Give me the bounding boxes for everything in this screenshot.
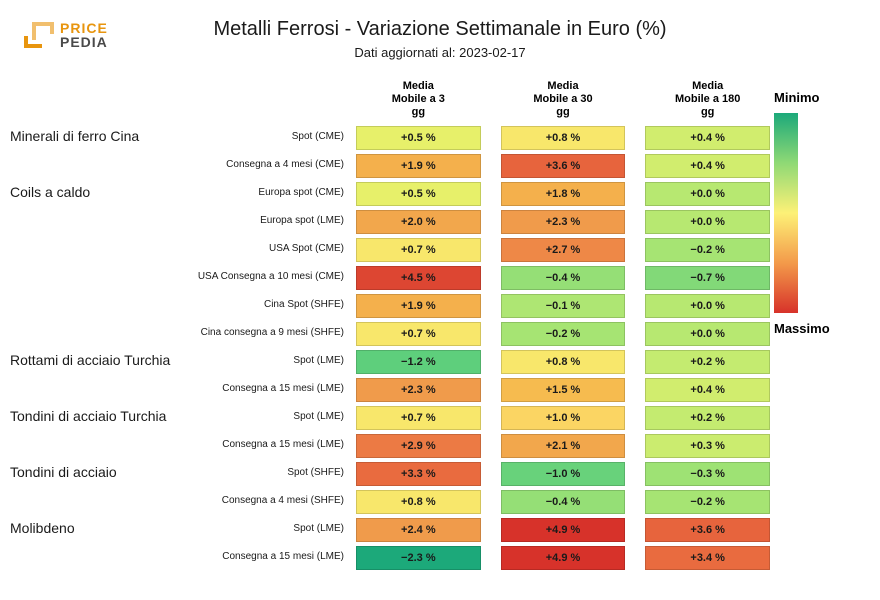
data-column: MediaMobile a 3gg +0.5 % +1.9 % +0.5 % +2.0 … [356,80,481,590]
heatmap-cell: −0.2 % [645,238,770,262]
heatmap-cell: −0.4 % [501,266,626,290]
heatmap-cell: +0.7 % [356,322,481,346]
subcategory-label: Spot (SHFE) [190,458,350,486]
heatmap-cell: +0.3 % [645,434,770,458]
heatmap-cell: +1.9 % [356,294,481,318]
heatmap-cell: +1.5 % [501,378,626,402]
heatmap-cell: +1.9 % [356,154,481,178]
logo-text-price: PRICE [60,21,108,35]
heatmap-cell: +0.5 % [356,126,481,150]
subcategory-label: Cina Spot (SHFE) [190,290,350,318]
subcategory-label: Spot (CME) [190,122,350,150]
category-label: Molibdeno [10,514,190,542]
heatmap-cell: +0.7 % [356,406,481,430]
heatmap-cell: +2.0 % [356,210,481,234]
heatmap-cell: +3.6 % [501,154,626,178]
column-header: MediaMobile a 30gg [501,80,626,122]
page-title: Metalli Ferrosi - Variazione Settimanale… [0,18,880,41]
heatmap-cell: −0.1 % [501,294,626,318]
heatmap-table: Minerali di ferro Cina Coils a caldo Rotta… [10,80,770,590]
heatmap-cell: +4.5 % [356,266,481,290]
color-legend: Minimo Massimo [774,90,864,336]
data-columns: MediaMobile a 3gg +0.5 % +1.9 % +0.5 % +2.0 … [350,80,770,590]
data-column: MediaMobile a 30gg +0.8 % +3.6 % +1.8 % +2.3… [501,80,626,590]
subcategory-label: Europa spot (LME) [190,206,350,234]
subcategory-label: Consegna a 4 mesi (SHFE) [190,486,350,514]
heatmap-cell: +3.3 % [356,462,481,486]
heatmap-cell: +0.4 % [645,154,770,178]
category-label: Minerali di ferro Cina [10,122,190,150]
heatmap-cell: +4.9 % [501,518,626,542]
subcategory-label: Consegna a 15 mesi (LME) [190,374,350,402]
heatmap-cell: +0.2 % [645,350,770,374]
heatmap-cell: +2.1 % [501,434,626,458]
subcategory-label: Consegna a 4 mesi (CME) [190,150,350,178]
heatmap-cell: +1.0 % [501,406,626,430]
heatmap-cell: +4.9 % [501,546,626,570]
heatmap-cell: +2.3 % [356,378,481,402]
heatmap-cell: +2.9 % [356,434,481,458]
heatmap-cell: −0.2 % [501,322,626,346]
column-header: MediaMobile a 180gg [645,80,770,122]
heatmap-cell: +0.4 % [645,126,770,150]
column-header: MediaMobile a 3gg [356,80,481,122]
heatmap-cell: +0.4 % [645,378,770,402]
heatmap-cell: +0.0 % [645,182,770,206]
data-column: MediaMobile a 180gg +0.4 % +0.4 % +0.0 % +0.… [645,80,770,590]
heatmap-cell: +2.3 % [501,210,626,234]
page-subtitle: Dati aggiornati al: 2023-02-17 [0,45,880,60]
heatmap-cell: +0.8 % [356,490,481,514]
category-label: Tondini di acciaio [10,458,190,486]
heatmap-cell: +0.2 % [645,406,770,430]
subcategory-label: Consegna a 15 mesi (LME) [190,542,350,570]
heatmap-cell: +3.6 % [645,518,770,542]
logo: PRICE PEDIA [20,18,108,52]
heatmap-cell: −2.3 % [356,546,481,570]
heatmap-cell: −1.2 % [356,350,481,374]
legend-gradient [774,113,798,313]
subcategory-label: Europa spot (CME) [190,178,350,206]
heatmap-cell: +2.7 % [501,238,626,262]
heatmap-cell: +0.8 % [501,350,626,374]
subcategory-label: USA Spot (CME) [190,234,350,262]
title-block: Metalli Ferrosi - Variazione Settimanale… [0,0,880,60]
subcategory-label: Cina consegna a 9 mesi (SHFE) [190,318,350,346]
subcategory-label: Spot (LME) [190,346,350,374]
heatmap-cell: −0.3 % [645,462,770,486]
heatmap-cell: +0.0 % [645,322,770,346]
heatmap-cell: −0.2 % [645,490,770,514]
heatmap-cell: +0.0 % [645,210,770,234]
subcategory-label: Consegna a 15 mesi (LME) [190,430,350,458]
logo-text-pedia: PEDIA [60,35,108,49]
category-label: Rottami di acciaio Turchia [10,346,190,374]
heatmap-cell: +0.0 % [645,294,770,318]
heatmap-cell: −0.4 % [501,490,626,514]
heatmap-cell: −0.7 % [645,266,770,290]
heatmap-cell: +0.8 % [501,126,626,150]
legend-min: Minimo [774,90,864,105]
category-label: Coils a caldo [10,178,190,206]
legend-max: Massimo [774,321,864,336]
category-column: Minerali di ferro Cina Coils a caldo Rotta… [10,80,190,590]
logo-icon [20,18,54,52]
subcategory-label: Spot (LME) [190,402,350,430]
heatmap-cell: −1.0 % [501,462,626,486]
heatmap-cell: +3.4 % [645,546,770,570]
subcategory-label: USA Consegna a 10 mesi (CME) [190,262,350,290]
heatmap-cell: +0.5 % [356,182,481,206]
heatmap-cell: +0.7 % [356,238,481,262]
category-label: Tondini di acciaio Turchia [10,402,190,430]
subcategory-column: Spot (CME)Consegna a 4 mesi (CME)Europa … [190,80,350,590]
heatmap-cell: +1.8 % [501,182,626,206]
heatmap-cell: +2.4 % [356,518,481,542]
subcategory-label: Spot (LME) [190,514,350,542]
